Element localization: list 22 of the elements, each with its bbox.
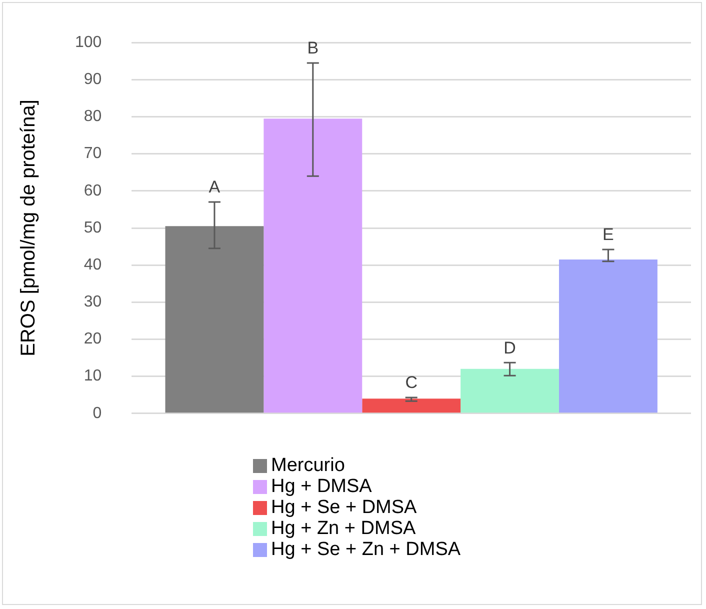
annotation: B — [307, 38, 319, 58]
annotation: E — [602, 225, 614, 244]
y-tick-label: 80 — [84, 108, 102, 126]
y-tick-label: 10 — [84, 368, 102, 385]
y-tick-label: 90 — [84, 71, 102, 88]
legend-label: Hg + Se + Zn + DMSA — [271, 539, 461, 560]
y-axis-title: EROS [pmol/mg de proteína] — [18, 100, 40, 356]
legend-label: Hg + Zn + DMSA — [271, 518, 416, 539]
annotation: A — [208, 178, 221, 197]
legend-label: Mercurio — [271, 455, 345, 476]
legend-label: Hg + DMSA — [271, 476, 372, 497]
y-tick-label: 100 — [74, 34, 102, 52]
y-tick-label: 60 — [84, 182, 102, 200]
y-tick-label: 70 — [84, 145, 102, 162]
annotation: D — [504, 338, 516, 358]
y-tick-label: 50 — [84, 219, 102, 236]
y-tick-label: 0 — [92, 404, 102, 422]
y-tick-label: 30 — [84, 294, 102, 311]
legend-label: Hg + Se + DMSA — [271, 497, 417, 518]
y-tick-label: 20 — [84, 330, 102, 348]
annotation: C — [405, 373, 418, 392]
y-tick-label: 40 — [84, 256, 102, 274]
